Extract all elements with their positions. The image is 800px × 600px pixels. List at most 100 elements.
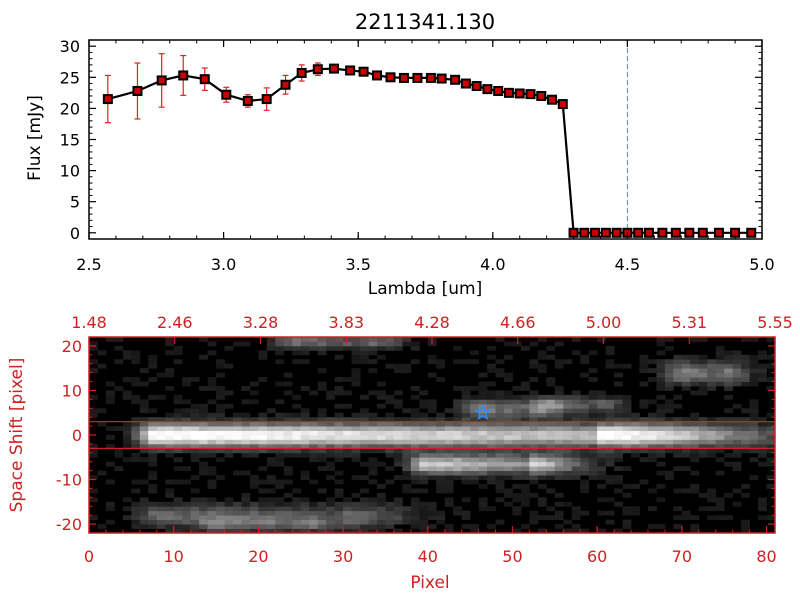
heatmap-cell	[190, 506, 200, 512]
heatmap-cell	[173, 439, 183, 445]
heatmap-cell	[122, 515, 132, 521]
heatmap-cell	[300, 359, 310, 365]
heatmap-cell	[148, 443, 158, 449]
heatmap-cell	[360, 345, 369, 351]
heatmap-cell	[309, 510, 319, 516]
heatmap-cell	[292, 350, 302, 356]
heatmap-cell	[487, 457, 496, 463]
heatmap-cell	[351, 443, 361, 449]
heatmap-cell	[622, 417, 632, 423]
heatmap-cell	[232, 501, 242, 507]
heatmap-cell	[766, 439, 776, 445]
heatmap-cell	[461, 417, 471, 423]
heatmap-cell	[546, 412, 556, 418]
heatmap-cell	[487, 363, 496, 369]
heatmap-cell	[182, 448, 192, 454]
heatmap-cell	[461, 359, 471, 365]
heatmap-cell	[258, 412, 268, 418]
data-point	[358, 66, 369, 77]
heatmap-cell	[631, 443, 640, 449]
heatmap-cell	[300, 421, 310, 427]
heatmap-cell	[351, 381, 361, 387]
heatmap-cell	[292, 488, 302, 494]
heatmap-cell	[393, 399, 403, 405]
heatmap-cell	[165, 426, 175, 431]
heatmap-cell	[537, 435, 547, 440]
bottom-x-tick-label: 70	[672, 547, 692, 566]
heatmap-cell	[605, 448, 615, 454]
heatmap-cell	[580, 435, 590, 440]
heatmap-cell	[241, 524, 251, 529]
heatmap-cell	[419, 510, 429, 516]
heatmap-cell	[597, 403, 607, 409]
heatmap-cell	[478, 381, 488, 387]
heatmap-cell	[529, 417, 539, 423]
heatmap-cell	[698, 359, 708, 365]
heatmap-cell	[724, 421, 734, 427]
heatmap-cell	[241, 399, 251, 405]
heatmap-cell	[478, 443, 488, 449]
heatmap-cell	[292, 497, 302, 503]
heatmap-cell	[224, 519, 234, 525]
heatmap-cell	[241, 492, 251, 498]
heatmap-cell	[275, 345, 285, 351]
heatmap-cell	[537, 448, 547, 454]
heatmap-cell	[241, 417, 251, 423]
heatmap-cell	[707, 492, 717, 498]
heatmap-cell	[512, 394, 522, 400]
heatmap-cell	[317, 452, 327, 458]
heatmap-cell	[563, 359, 573, 365]
heatmap-cell	[766, 421, 776, 427]
heatmap-cell	[503, 403, 513, 409]
heatmap-cell	[156, 372, 166, 378]
heatmap-cell	[580, 408, 590, 414]
heatmap-cell	[419, 528, 429, 534]
heatmap-cell	[520, 417, 530, 423]
heatmap-cell	[605, 394, 615, 400]
data-point	[643, 227, 654, 238]
heatmap-cell	[258, 510, 268, 516]
heatmap-cell	[402, 435, 412, 440]
heatmap-cell	[122, 350, 132, 356]
heatmap-cell	[266, 408, 276, 414]
heatmap-cell	[199, 510, 208, 516]
heatmap-cell	[122, 390, 132, 396]
heatmap-cell	[105, 381, 115, 387]
heatmap-cell	[647, 417, 657, 423]
heatmap-cell	[495, 457, 505, 463]
heatmap-cell	[182, 466, 192, 472]
wavelength-tick-label: 5.55	[757, 313, 793, 332]
heatmap-cell	[766, 430, 776, 436]
heatmap-cell	[165, 528, 175, 534]
heatmap-cell	[588, 457, 598, 463]
wavelength-tick-label: 3.83	[328, 313, 364, 332]
heatmap-cell	[580, 457, 590, 463]
heatmap-cell	[156, 524, 166, 529]
heatmap-cell	[402, 475, 412, 480]
heatmap-cell	[300, 452, 310, 458]
heatmap-cell	[309, 421, 319, 427]
heatmap-cell	[351, 515, 361, 521]
heatmap-cell	[470, 475, 479, 480]
heatmap-cell	[266, 430, 276, 436]
heatmap-cell	[512, 492, 522, 498]
heatmap-cell	[436, 519, 446, 525]
heatmap-cell	[241, 506, 251, 512]
heatmap-cell	[419, 466, 429, 472]
heatmap-cell	[554, 457, 564, 463]
heatmap-cell	[571, 475, 581, 480]
heatmap-cell	[165, 421, 175, 427]
heatmap-cell	[241, 510, 251, 516]
heatmap-cell	[309, 439, 319, 445]
heatmap-cell	[283, 390, 293, 396]
heatmap-cell	[732, 354, 742, 360]
heatmap-cell	[520, 412, 530, 418]
heatmap-cell	[156, 417, 166, 423]
heatmap-cell	[148, 470, 158, 476]
heatmap-cell	[156, 430, 166, 436]
heatmap-cell	[122, 457, 132, 463]
heatmap-cell	[148, 452, 158, 458]
heatmap-cell	[622, 363, 632, 369]
heatmap-cell	[707, 515, 717, 521]
heatmap-cell	[588, 443, 598, 449]
